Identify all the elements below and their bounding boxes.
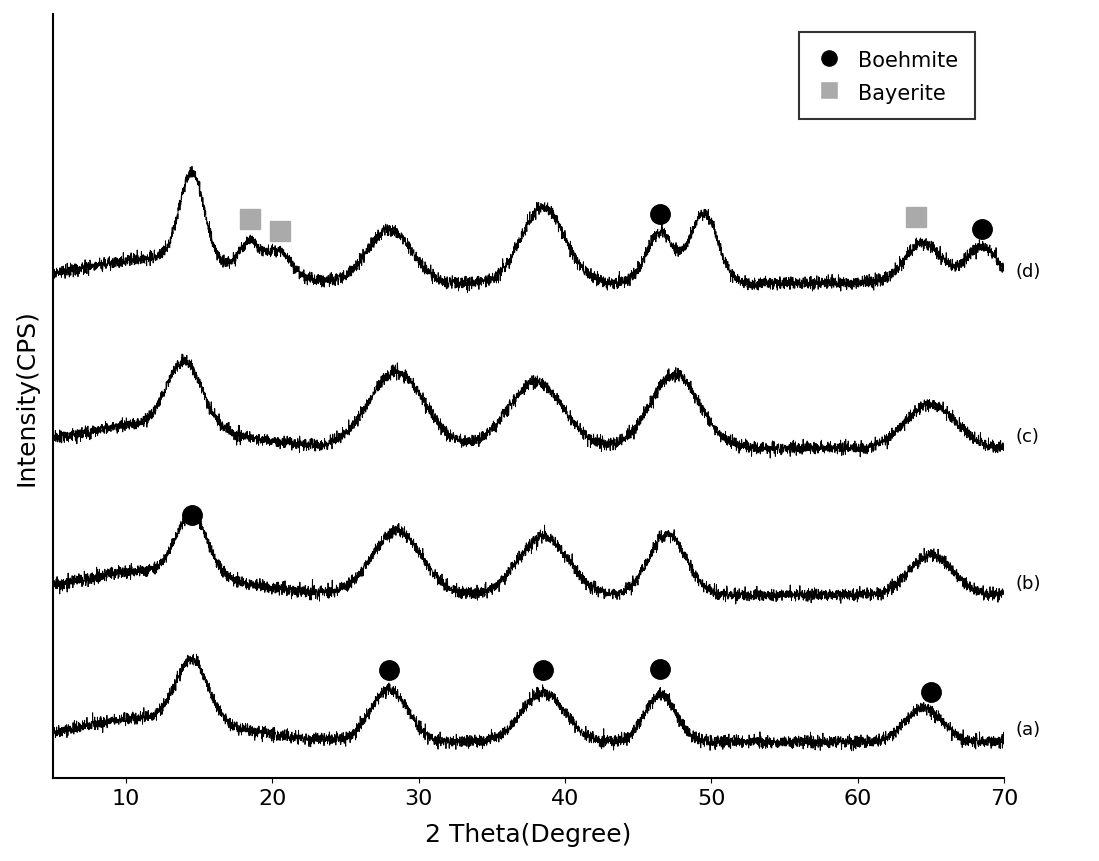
Y-axis label: Intensity(CPS): Intensity(CPS) xyxy=(15,308,38,485)
X-axis label: 2 Theta(Degree): 2 Theta(Degree) xyxy=(425,822,632,846)
Text: (c): (c) xyxy=(1015,427,1040,445)
Text: (d): (d) xyxy=(1015,263,1041,281)
Text: (b): (b) xyxy=(1015,574,1041,592)
Text: (a): (a) xyxy=(1015,721,1041,739)
Legend: Boehmite, Bayerite: Boehmite, Bayerite xyxy=(799,33,975,120)
